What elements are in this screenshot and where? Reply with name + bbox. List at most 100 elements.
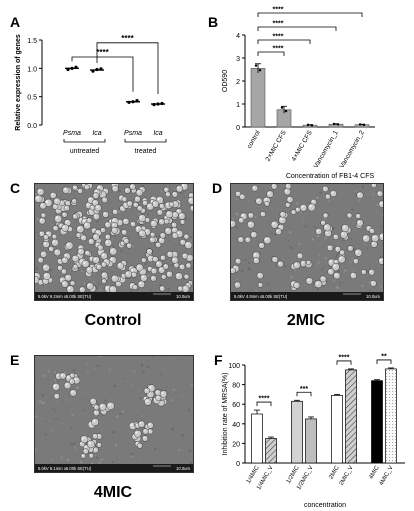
caption-2mic: 2MIC [286, 312, 326, 329]
bacterial-cell [78, 286, 86, 293]
sem-texture [235, 226, 239, 229]
sem-texture [130, 455, 134, 458]
cell-highlight [256, 198, 260, 202]
sem-texture [111, 460, 114, 464]
sem-texture [100, 218, 102, 220]
cell-highlight [285, 189, 288, 192]
cell-highlight [184, 275, 187, 277]
bacterial-cell [163, 218, 170, 225]
bacterial-cell [111, 185, 119, 193]
sem-texture [95, 220, 99, 223]
bacterial-cell [80, 234, 87, 242]
cell-highlight [241, 214, 244, 217]
caption-4mic: 4MIC [93, 484, 133, 501]
sem-texture [335, 222, 337, 224]
sem-texture [154, 447, 157, 450]
cell-highlight [183, 253, 186, 257]
sem-texture [49, 268, 53, 272]
sem-texture [317, 261, 320, 264]
cell-highlight [272, 222, 275, 225]
bacterial-cell [376, 190, 383, 197]
sem-texture [35, 415, 38, 418]
bacterial-cell [80, 453, 86, 459]
cell-highlight [92, 419, 96, 423]
bacterial-cell [362, 234, 371, 243]
cell-highlight [340, 250, 343, 253]
sem-texture [170, 264, 173, 267]
sem-texture [316, 288, 320, 291]
bacterial-cell [257, 282, 264, 288]
cell-highlight [127, 243, 130, 246]
cell-highlight [167, 211, 170, 215]
x-tick-label: Vancomycin_1 [313, 129, 340, 169]
sem-texture [361, 185, 365, 189]
sem-texture [372, 193, 375, 196]
cell-highlight [159, 267, 162, 271]
sem-texture [79, 460, 83, 464]
x-tick-label: 2MIC_V [339, 465, 355, 487]
cell-highlight [151, 221, 154, 224]
cell-highlight [135, 197, 138, 200]
sem-texture [178, 449, 180, 452]
bacterial-cell [61, 224, 69, 232]
cell-highlight [62, 281, 65, 285]
sem-texture [142, 371, 145, 374]
bacterial-cell [175, 272, 183, 281]
sem-texture [138, 213, 140, 216]
cell-highlight [125, 188, 128, 191]
cell-highlight [354, 259, 356, 262]
sem-texture [138, 396, 142, 400]
cell-highlight [66, 201, 68, 204]
bacterial-cell [75, 232, 82, 238]
cell-highlight [93, 200, 96, 204]
cell-highlight [238, 237, 241, 240]
sem-texture [85, 282, 87, 284]
sem-texture [169, 357, 171, 359]
sem-texture [324, 257, 328, 260]
significance-bracket [257, 51, 285, 56]
cell-highlight [64, 206, 67, 209]
cell-highlight [167, 252, 171, 255]
bacterial-cell [52, 382, 60, 391]
sem-texture [130, 453, 134, 456]
cell-highlight [84, 223, 88, 226]
bacterial-cell [130, 221, 137, 228]
cell-highlight [296, 207, 298, 210]
sem-texture [95, 456, 99, 460]
cell-highlight [58, 266, 61, 269]
sem-texture [114, 235, 116, 238]
bacterial-cell [305, 277, 313, 285]
cell-highlight [44, 273, 47, 277]
bacterial-cell [255, 197, 263, 205]
cell-highlight [103, 212, 106, 215]
sem-texture [306, 202, 308, 204]
bacterial-cell [346, 212, 353, 219]
sem-texture [353, 269, 355, 272]
sem-texture [231, 185, 232, 188]
bacterial-cell [63, 205, 70, 212]
significance-label: **** [339, 354, 350, 361]
cell-highlight [133, 285, 136, 288]
cell-highlight [370, 229, 373, 232]
sem-texture [44, 433, 47, 436]
sem-texture [316, 234, 320, 238]
y-axis-label: OD590 [222, 70, 229, 92]
cell-highlight [150, 237, 153, 241]
cell-highlight [73, 185, 76, 188]
sem-texture [179, 191, 183, 195]
bacterial-cell [139, 274, 148, 282]
cell-highlight [43, 279, 46, 282]
cell-highlight [301, 205, 304, 208]
cell-highlight [231, 221, 233, 224]
bacterial-cell [315, 228, 323, 235]
bacterial-cell [54, 214, 63, 223]
cell-highlight [73, 214, 76, 217]
cell-highlight [178, 286, 181, 289]
bacterial-cell [80, 435, 89, 444]
bacterial-cell [142, 428, 149, 435]
bacterial-cell [123, 237, 130, 244]
cell-highlight [62, 269, 65, 272]
bacterial-cell [126, 242, 133, 249]
sem-texture [232, 217, 234, 220]
bacterial-cell [270, 220, 279, 229]
